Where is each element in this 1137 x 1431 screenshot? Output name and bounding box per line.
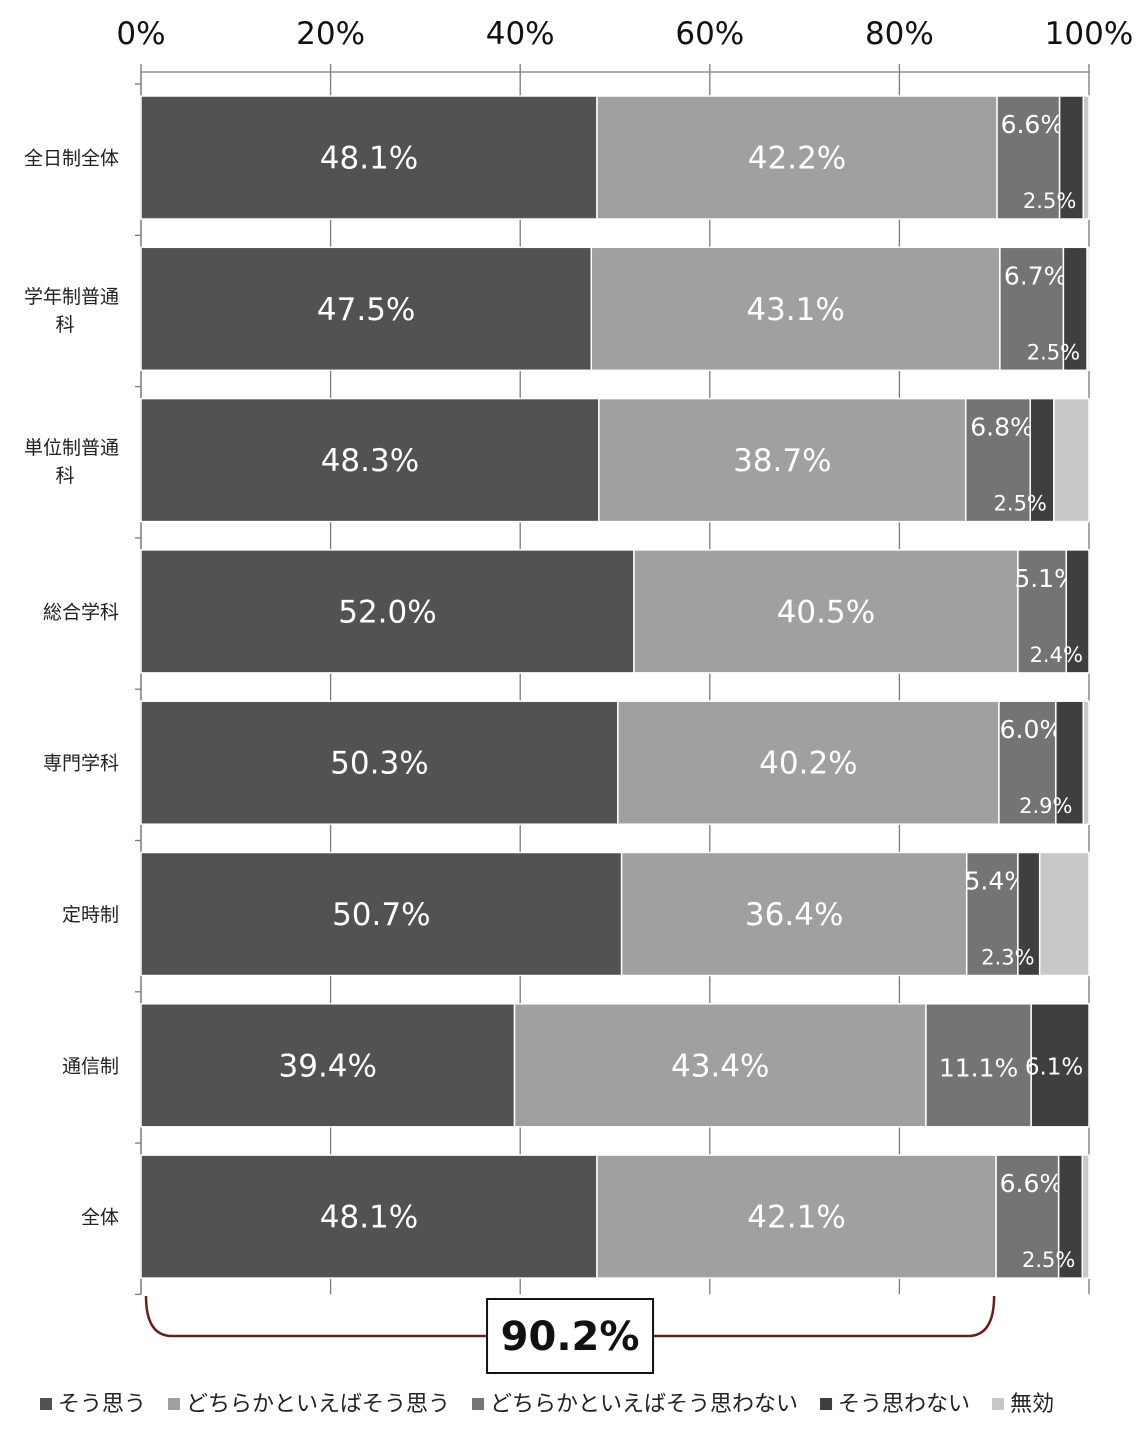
bar-segment bbox=[1038, 851, 1090, 977]
bar-segment bbox=[1082, 95, 1090, 220]
data-label: 2.5% bbox=[1027, 340, 1080, 364]
data-label: 43.1% bbox=[746, 292, 844, 328]
bar-segment bbox=[1086, 246, 1090, 372]
data-label: 43.4% bbox=[671, 1048, 769, 1084]
bar-segment bbox=[1081, 1154, 1090, 1279]
bar-segment bbox=[1082, 700, 1090, 825]
category-label-line: 単位制普通 bbox=[24, 437, 119, 459]
data-label: 40.2% bbox=[759, 746, 857, 782]
data-label: 6.7% bbox=[1004, 261, 1068, 290]
data-label: 40.5% bbox=[777, 594, 875, 630]
data-label: 6.6% bbox=[1000, 1169, 1064, 1198]
bar-segment bbox=[140, 549, 635, 674]
category-label-line: 科 bbox=[55, 465, 74, 487]
bar-segment bbox=[996, 95, 1061, 220]
bar-segment bbox=[140, 95, 598, 220]
category-label-line: 科 bbox=[55, 314, 74, 336]
bar-segment bbox=[925, 1003, 1032, 1128]
data-label: 50.3% bbox=[330, 746, 428, 782]
legend-label: そう思う bbox=[58, 1392, 146, 1417]
legend-label: どちらかといえばそう思わない bbox=[490, 1392, 798, 1417]
bar-segment bbox=[617, 700, 1000, 825]
category-label: 全体 bbox=[81, 1207, 119, 1229]
bar-segment bbox=[140, 397, 600, 523]
x-tick-label: 60% bbox=[675, 16, 744, 52]
legend-swatch bbox=[992, 1398, 1005, 1410]
legend-swatch bbox=[168, 1398, 181, 1410]
category-label: 学年制普通科 bbox=[24, 286, 119, 336]
x-tick-label: 80% bbox=[865, 16, 934, 52]
data-label: 6.8% bbox=[970, 413, 1034, 442]
data-label: 42.1% bbox=[747, 1200, 845, 1236]
category-label: 単位制普通科 bbox=[24, 437, 119, 487]
total-annotation-value: 90.2% bbox=[501, 1314, 640, 1360]
category-label: 通信制 bbox=[62, 1055, 119, 1077]
bar-segment bbox=[1055, 700, 1085, 825]
data-label: 2.5% bbox=[1022, 1248, 1075, 1272]
bar-segment bbox=[513, 1003, 927, 1128]
category-label: 定時制 bbox=[62, 904, 119, 926]
x-tick-label: 100% bbox=[1045, 16, 1134, 52]
data-label: 6.1% bbox=[1025, 1054, 1083, 1080]
data-label: 50.7% bbox=[332, 897, 430, 933]
bar-segment bbox=[590, 246, 1001, 372]
bar-segment bbox=[999, 246, 1065, 372]
data-label: 52.0% bbox=[338, 594, 436, 630]
data-label: 36.4% bbox=[745, 897, 843, 933]
data-label: 38.7% bbox=[733, 443, 831, 479]
bar-segment bbox=[995, 1154, 1060, 1279]
data-label: 39.4% bbox=[279, 1048, 377, 1084]
bar-segment bbox=[140, 1003, 516, 1128]
bar-segment bbox=[1065, 549, 1090, 674]
bar-segment bbox=[1017, 549, 1067, 674]
legend-swatch bbox=[820, 1398, 833, 1410]
data-label: 6.6% bbox=[1001, 110, 1065, 139]
category-label: 総合学科 bbox=[43, 601, 119, 623]
bar-segment bbox=[140, 246, 593, 372]
legend-swatch bbox=[472, 1398, 485, 1410]
data-label: 6.0% bbox=[1000, 715, 1064, 744]
data-label: 2.4% bbox=[1030, 643, 1083, 667]
bar-segment bbox=[596, 1154, 997, 1279]
bar-segment bbox=[620, 851, 968, 977]
bar-segment bbox=[965, 851, 1019, 977]
x-tick-label: 20% bbox=[296, 16, 365, 52]
data-label: 48.1% bbox=[320, 1200, 418, 1236]
bar-segment bbox=[633, 549, 1019, 674]
data-label: 2.5% bbox=[994, 492, 1047, 516]
category-label-line: 学年制普通 bbox=[24, 286, 119, 308]
data-label: 42.2% bbox=[748, 141, 846, 177]
data-label: 2.3% bbox=[981, 946, 1034, 970]
data-label: 47.5% bbox=[317, 292, 415, 328]
data-label: 48.1% bbox=[320, 141, 418, 177]
data-label: 48.3% bbox=[321, 443, 419, 479]
bar-segment bbox=[1030, 1003, 1090, 1128]
category-label: 全日制全体 bbox=[24, 148, 119, 170]
legend-label: 無効 bbox=[1010, 1392, 1054, 1417]
bar-segment bbox=[140, 700, 619, 825]
bar-segment bbox=[140, 1154, 598, 1279]
data-label: 2.9% bbox=[1019, 794, 1072, 818]
bar-segment bbox=[140, 851, 623, 977]
data-label: 11.1% bbox=[939, 1053, 1018, 1082]
bar-segment bbox=[965, 397, 1031, 523]
bar-segment bbox=[1053, 397, 1090, 523]
data-label: 2.5% bbox=[1023, 189, 1076, 213]
category-label: 専門学科 bbox=[43, 753, 119, 775]
legend-label: そう思わない bbox=[838, 1392, 970, 1417]
x-tick-label: 40% bbox=[486, 16, 555, 52]
legend-label: どちらかといえばそう思う bbox=[186, 1392, 450, 1417]
bar-segment bbox=[598, 397, 967, 523]
legend-swatch bbox=[40, 1398, 52, 1410]
total-box bbox=[486, 1298, 655, 1374]
x-tick-label: 0% bbox=[116, 16, 165, 52]
